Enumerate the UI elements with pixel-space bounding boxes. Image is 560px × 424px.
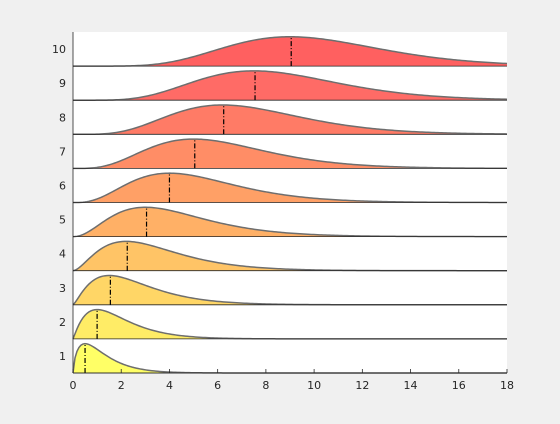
ridge-row-3 [72,270,507,306]
y-tick-label: 2 [59,316,66,329]
x-tick-label: 18 [500,379,514,392]
ridge-area [73,36,507,67]
ridge-area [73,139,507,169]
x-axis: 0 2 4 6 8 10 12 14 16 18 [70,32,514,392]
x-tick-label: 8 [262,379,269,392]
y-tick-label: 4 [59,248,66,261]
ridge-area [73,309,507,339]
y-axis-labels: 1 2 3 4 5 6 7 8 9 10 [52,43,66,363]
ridge-area [73,241,507,271]
ridge-area [73,343,507,373]
ridge-row-background [73,338,507,373]
ridge-row-7 [73,134,508,170]
x-tick-label: 6 [214,379,221,392]
y-tick-label: 6 [59,180,66,193]
y-tick-label: 1 [59,350,66,363]
ridge-row-9 [73,66,508,101]
ridge-outline [73,104,508,136]
x-tick-label: 4 [166,379,173,392]
plot-area [72,32,508,374]
ridge-outline [73,36,508,67]
ridge-row-2 [72,304,507,340]
ridge-row-1 [72,338,507,374]
ridge-row-8 [73,100,508,136]
ridge-row-6 [73,168,507,204]
x-tick-label: 14 [404,379,418,392]
ridge-area [73,173,507,203]
ridge-outline [73,138,508,170]
ridge-row-5 [72,202,508,238]
y-tick-label: 7 [59,145,66,158]
x-tick-label: 12 [355,379,369,392]
y-tick-label: 8 [59,111,66,124]
x-tick-label: 16 [452,379,466,392]
ridge-area [73,104,507,135]
x-tick-label: 0 [70,379,77,392]
ridge-area [73,207,507,237]
y-tick-label: 5 [59,214,66,227]
y-tick-label: 10 [52,43,66,56]
ridge-outline [73,70,508,101]
ridge-area [73,275,507,305]
x-tick-label: 10 [307,379,321,392]
ridge-row-4 [72,236,507,272]
y-tick-label: 9 [59,77,66,90]
ridge-row-10 [73,32,508,67]
y-tick-label: 3 [59,282,66,295]
x-tick-label: 2 [118,379,125,392]
